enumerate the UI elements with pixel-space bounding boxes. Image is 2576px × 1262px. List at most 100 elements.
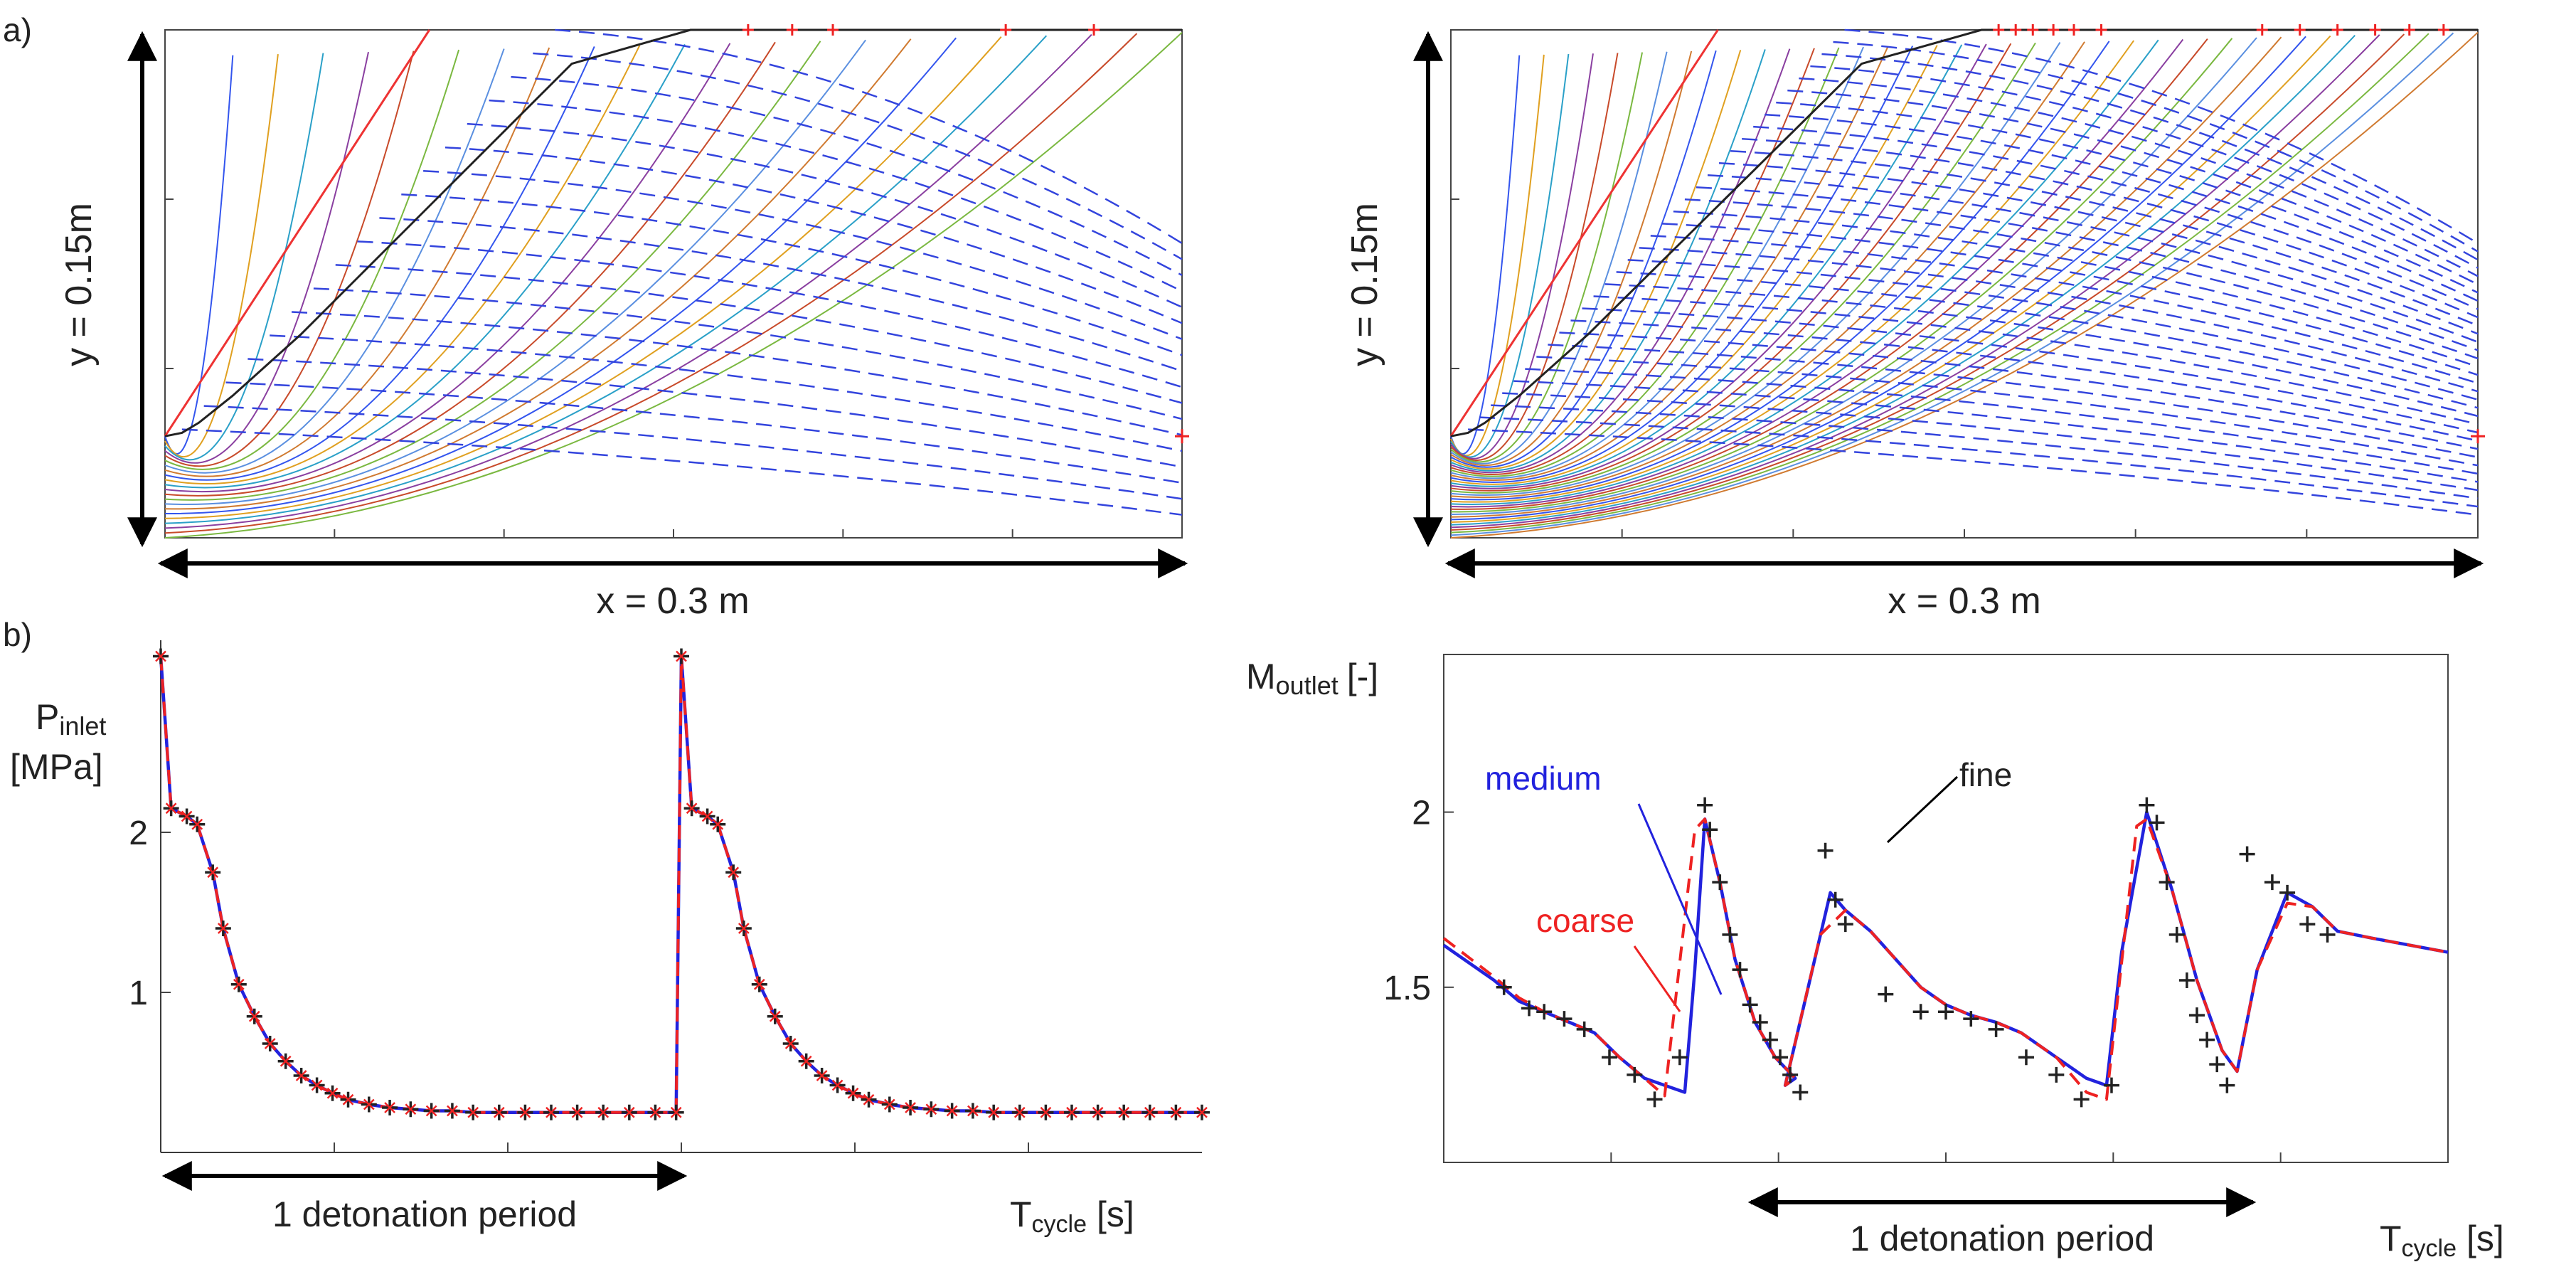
moc-left-running-line xyxy=(181,428,1183,516)
moc-top-marker xyxy=(2403,24,2415,36)
legend-coarse-leader xyxy=(1633,945,1681,1012)
moc-left-running-line xyxy=(1742,137,2479,319)
moc-chart-left xyxy=(164,24,1189,539)
mach-plot-area xyxy=(1442,797,2449,1108)
moc-right-running-line xyxy=(164,35,1048,524)
moc-right-running-line xyxy=(1450,44,1963,487)
moc-right-running-line xyxy=(164,41,776,497)
moc-left-running-line xyxy=(1696,186,2479,351)
moc-left-running-line xyxy=(467,122,1183,308)
mach-fine-marker xyxy=(2209,1056,2225,1073)
moc-left-running-line xyxy=(1513,380,2479,483)
mach-fine-marker xyxy=(1963,1011,1979,1027)
pin-coarse-marker xyxy=(1013,1106,1026,1118)
pin-coarse-marker xyxy=(165,802,177,815)
pin-y-ticks: 12 xyxy=(129,815,171,1012)
pin-coarse-marker xyxy=(447,1105,458,1117)
moc-right-running-line xyxy=(164,38,912,510)
pin-coarse-marker xyxy=(467,1106,479,1118)
mach-fine-marker xyxy=(1752,1014,1768,1031)
moc-right-running-line xyxy=(1450,38,2208,510)
moc-left-running-line xyxy=(335,264,1183,404)
panel-label-b: b) xyxy=(3,616,32,653)
pin-coarse-marker xyxy=(191,818,203,830)
pin-coarse-marker xyxy=(831,1079,843,1091)
moc-right-running-line xyxy=(164,48,505,474)
pin-coarse-marker xyxy=(597,1106,610,1118)
pin-coarse-series-line xyxy=(159,654,1202,1114)
moc-outlet-marker xyxy=(2471,429,2485,444)
moc-left-running-line xyxy=(1582,307,2479,434)
mach-fine-marker xyxy=(1938,1004,1954,1020)
moc-right-running-line xyxy=(164,36,1002,519)
mach-fine-marker xyxy=(1702,822,1718,838)
moc-nozzle-wall xyxy=(164,28,1182,438)
mach-x-ticks xyxy=(1610,1152,2282,1162)
moc-right-running-line xyxy=(164,37,957,515)
moc-left-running-line xyxy=(1844,28,2479,245)
moc-left-running-line xyxy=(1491,404,2479,499)
moc-left-running-line xyxy=(1718,161,2479,335)
moc-top-marker xyxy=(2027,24,2039,36)
moc-right-ticks xyxy=(1451,24,2485,538)
mach-fine-marker xyxy=(1772,1049,1789,1066)
mach-fine-marker xyxy=(1646,1091,1663,1108)
moc-left-running-line xyxy=(511,75,1183,277)
mach-fine-marker xyxy=(1988,1021,2004,1037)
pin-coarse-marker xyxy=(217,923,229,934)
pin-coarse-marker xyxy=(1144,1106,1156,1118)
legend-fine-label: fine xyxy=(1959,756,2012,793)
moc-left-running-line xyxy=(1627,259,2479,401)
moc-top-marker xyxy=(1000,24,1012,36)
moc-right-mesh xyxy=(1450,28,2479,539)
legend-medium-leader xyxy=(1637,803,1723,995)
pin-coarse-marker xyxy=(233,978,245,990)
pin-coarse-marker xyxy=(1040,1106,1052,1118)
moc-right-running-line xyxy=(1450,38,2184,508)
moc-left-running-line xyxy=(1502,392,2479,492)
moc-left-running-line xyxy=(1604,283,2479,418)
pin-coarse-marker xyxy=(712,818,724,830)
moc-left-running-line xyxy=(291,311,1183,436)
pin-coarse-marker xyxy=(295,1070,307,1081)
pin-coarse-marker xyxy=(493,1106,505,1118)
moc-top-marker xyxy=(2048,24,2060,36)
pin-coarse-marker xyxy=(686,802,698,815)
mach-fine-marker xyxy=(1732,962,1748,978)
moc-left-running-line xyxy=(1559,332,2479,450)
moc-right-running-line xyxy=(164,31,1183,539)
mach-fine-marker xyxy=(1671,1049,1688,1066)
mach-fine-marker xyxy=(1762,1032,1778,1048)
pin-coarse-marker xyxy=(425,1105,437,1117)
pin-coarse-marker xyxy=(264,1038,276,1049)
mach-fine-marker xyxy=(1792,1084,1809,1101)
moc-top-marker xyxy=(2369,24,2381,36)
moc-left-running-line xyxy=(423,169,1183,340)
moc-right-running-line xyxy=(1450,43,1987,489)
moc-left-running-line xyxy=(1548,344,2479,458)
mach-fine-marker xyxy=(1521,1000,1538,1017)
legend-medium-label: medium xyxy=(1485,760,1602,797)
legend-coarse-label: coarse xyxy=(1536,902,1634,939)
pin-coarse-marker xyxy=(545,1106,557,1118)
moc-shock-line xyxy=(1449,29,1719,438)
moc-left-running-line xyxy=(270,334,1183,452)
moc-right-running-line xyxy=(1450,50,1717,468)
pin-coarse-marker xyxy=(1066,1106,1077,1118)
y-extent-label-left: y = 0.15m xyxy=(58,203,100,366)
pin-y-unit: [MPa] xyxy=(10,747,103,787)
moc-right-running-line xyxy=(1450,36,2306,521)
moc-top-marker xyxy=(2294,24,2306,36)
moc-right-running-line xyxy=(1450,35,2356,526)
moc-right-running-line xyxy=(1450,54,1545,457)
mach-fine-marker xyxy=(1782,1066,1799,1083)
mach-fine-marker xyxy=(1576,1021,1592,1037)
pin-coarse-marker xyxy=(784,1038,797,1049)
moc-right-running-line xyxy=(164,55,234,455)
moc-left-running-line xyxy=(203,405,1183,500)
moc-nozzle-wall xyxy=(1450,28,2478,438)
outlet-mach-chart: 1.52 xyxy=(1383,654,2449,1163)
moc-left-running-line xyxy=(1821,53,2479,261)
mach-fine-marker xyxy=(2189,1007,2205,1024)
moc-right-running-line xyxy=(164,39,866,506)
